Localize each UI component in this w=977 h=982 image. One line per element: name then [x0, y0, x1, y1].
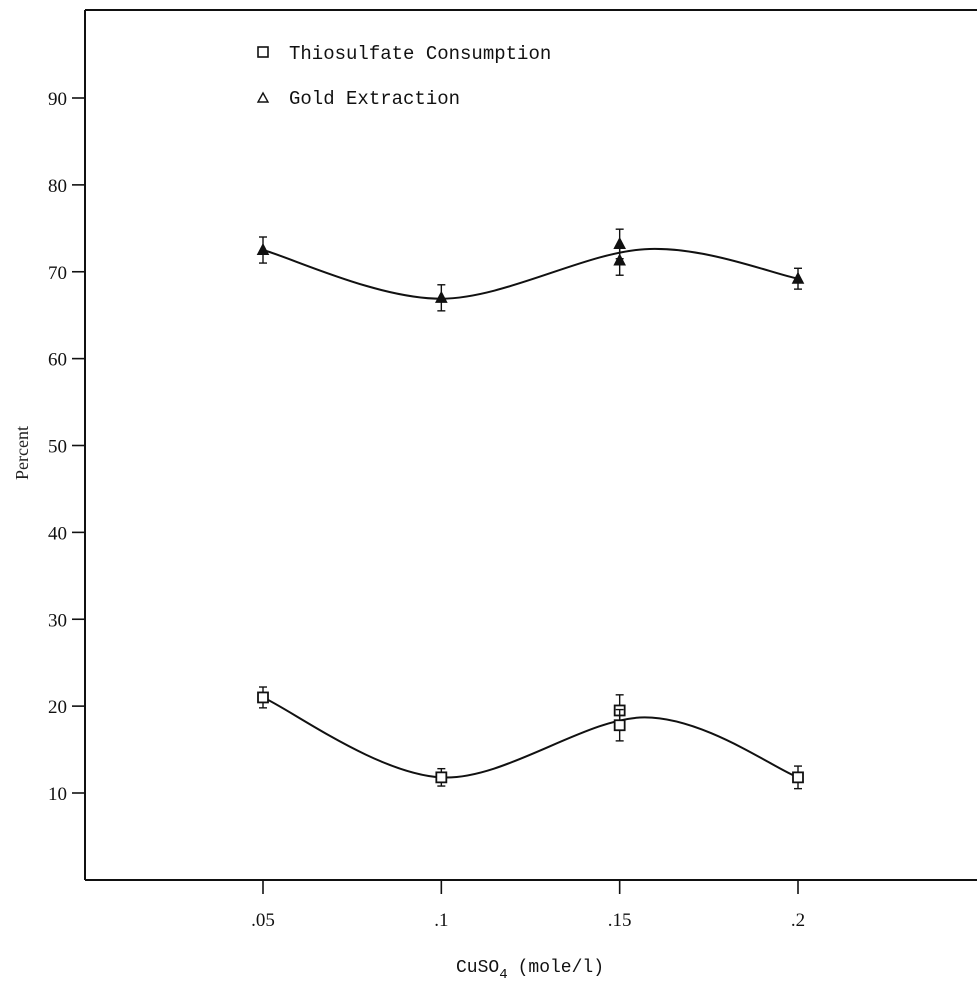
legend-marker-gold-extraction — [256, 91, 270, 103]
data-point-square — [792, 771, 804, 784]
data-point-triangle — [256, 242, 270, 256]
x-axis-label-unit: (mole/l) — [518, 958, 604, 978]
series-line-gold-extraction — [262, 247, 799, 300]
y-tick-label: 90 — [48, 89, 67, 110]
series-thiosulfate-consumption — [257, 686, 804, 790]
data-point-triangle — [435, 290, 448, 303]
series-line-thiosulfate-consumption — [262, 696, 799, 779]
data-point-square — [435, 771, 448, 784]
x-tick-label: .15 — [608, 910, 632, 931]
legend-label-thiosulfate-consumption: Thiosulfate Consumption — [289, 43, 551, 65]
x-axis-label: CuSO4 (mole/l) — [456, 958, 604, 982]
x-tick-label: .05 — [251, 910, 275, 931]
legend: Thiosulfate Consumption Gold Extraction — [256, 43, 551, 110]
y-tick-label: 20 — [48, 697, 67, 718]
y-tick-label: 80 — [48, 176, 67, 197]
y-tick-label: 40 — [48, 523, 67, 544]
series-gold-extraction — [256, 228, 805, 312]
series-layer — [256, 228, 805, 790]
y-axis: 10 20 30 40 50 60 70 80 90 — [48, 89, 85, 805]
data-point-square — [613, 719, 626, 732]
data-point-triangle — [613, 253, 626, 266]
x-axis-label-subscript: 4 — [499, 967, 507, 982]
x-axis-label-main: CuSO — [456, 958, 499, 978]
plot-frame — [84, 9, 977, 881]
y-axis-label: Percent — [12, 426, 32, 480]
y-tick-label: 10 — [48, 784, 67, 805]
x-tick-label: .1 — [434, 910, 448, 931]
data-point-triangle — [791, 271, 805, 284]
y-tick-label: 70 — [48, 263, 67, 284]
y-tick-label: 50 — [48, 437, 67, 458]
legend-marker-thiosulfate-consumption — [257, 46, 269, 58]
x-tick-label: .2 — [791, 910, 805, 931]
y-tick-label: 30 — [48, 610, 67, 631]
x-axis: .05 .1 .15 .2 — [251, 880, 805, 931]
data-point-square — [257, 691, 269, 704]
y-tick-label: 60 — [48, 350, 67, 371]
legend-label-gold-extraction: Gold Extraction — [289, 88, 460, 110]
